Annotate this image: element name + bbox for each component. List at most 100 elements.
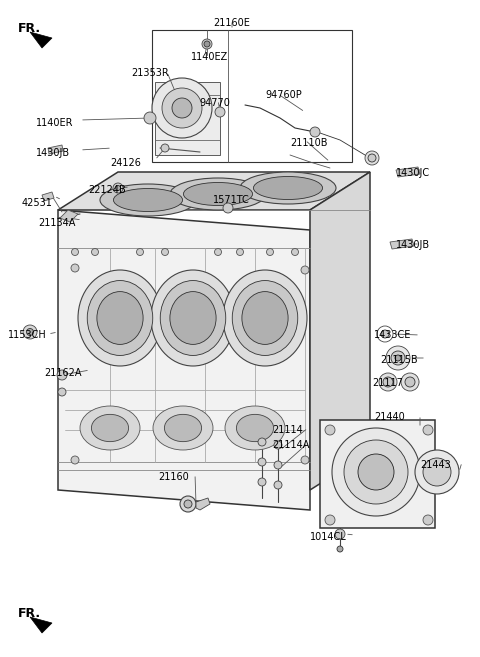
Polygon shape [196,498,210,510]
Ellipse shape [100,184,196,216]
Text: 1430JB: 1430JB [396,240,430,250]
Text: 21443: 21443 [420,460,451,470]
Circle shape [310,127,320,137]
Ellipse shape [113,189,182,212]
Text: 1430JC: 1430JC [396,168,430,178]
Ellipse shape [242,292,288,344]
Circle shape [23,325,37,339]
Text: 42531: 42531 [22,198,53,208]
Circle shape [72,248,79,256]
Circle shape [325,515,335,525]
Text: 21134A: 21134A [38,218,75,228]
Circle shape [325,425,335,435]
Ellipse shape [170,292,216,344]
Polygon shape [48,145,63,154]
Text: 21117: 21117 [372,378,403,388]
Circle shape [274,461,282,469]
Circle shape [344,440,408,504]
Text: 1153CH: 1153CH [8,330,47,340]
Text: FR.: FR. [18,607,41,620]
Circle shape [335,529,345,539]
Text: 21110B: 21110B [290,138,327,148]
Bar [152,30,352,162]
Circle shape [26,328,34,336]
Circle shape [383,377,393,387]
Circle shape [274,481,282,489]
Circle shape [423,515,433,525]
Polygon shape [58,172,370,210]
Circle shape [237,248,243,256]
Polygon shape [58,210,310,510]
Circle shape [337,546,343,552]
Polygon shape [396,167,420,177]
Polygon shape [390,239,414,249]
Circle shape [172,98,192,118]
Text: FR.: FR. [18,22,41,35]
Circle shape [57,370,67,380]
Circle shape [71,264,79,272]
Polygon shape [30,617,52,633]
Text: 21160: 21160 [158,472,189,482]
Text: 24126: 24126 [110,158,141,168]
Text: 1430JB: 1430JB [36,148,70,158]
Circle shape [274,441,282,449]
Circle shape [301,266,309,274]
Text: 21114A: 21114A [272,440,310,450]
Ellipse shape [253,177,323,200]
Circle shape [162,88,202,128]
Text: 21114: 21114 [272,425,303,435]
Circle shape [423,458,451,486]
Text: 94770: 94770 [199,98,230,108]
Circle shape [415,450,459,494]
Circle shape [116,185,120,191]
Circle shape [365,151,379,165]
Text: 21115B: 21115B [380,355,418,365]
Ellipse shape [160,281,226,355]
Circle shape [401,373,419,391]
Circle shape [215,248,221,256]
Ellipse shape [80,406,140,450]
Circle shape [301,456,309,464]
Polygon shape [60,210,78,222]
Circle shape [258,438,266,446]
Circle shape [332,428,420,516]
Text: 21160E: 21160E [214,18,251,28]
Ellipse shape [236,415,274,442]
Circle shape [395,355,401,361]
Circle shape [423,425,433,435]
Circle shape [136,248,144,256]
Text: 21162A: 21162A [44,368,82,378]
Polygon shape [155,82,220,155]
Circle shape [204,41,210,47]
Circle shape [381,330,389,338]
Circle shape [368,154,376,162]
Text: 1571TC: 1571TC [213,195,250,205]
Circle shape [144,112,156,124]
Text: 21353R: 21353R [131,68,169,78]
Text: 1140ER: 1140ER [36,118,73,128]
Circle shape [358,454,394,490]
Text: 21440: 21440 [374,412,405,422]
Text: 94760P: 94760P [265,90,302,100]
Ellipse shape [170,178,266,210]
Polygon shape [30,32,52,48]
Ellipse shape [151,270,235,366]
Polygon shape [42,192,54,201]
Circle shape [113,183,123,193]
Ellipse shape [232,281,298,355]
Circle shape [291,248,299,256]
Circle shape [180,496,196,512]
Circle shape [258,478,266,486]
Circle shape [215,107,225,117]
Text: 1140EZ: 1140EZ [191,52,228,62]
Circle shape [58,388,66,396]
Polygon shape [310,172,370,490]
Ellipse shape [97,292,143,344]
Ellipse shape [78,270,162,366]
Circle shape [379,373,397,391]
Circle shape [202,39,212,49]
Circle shape [92,248,98,256]
Circle shape [405,377,415,387]
Circle shape [258,458,266,466]
Ellipse shape [87,281,153,355]
